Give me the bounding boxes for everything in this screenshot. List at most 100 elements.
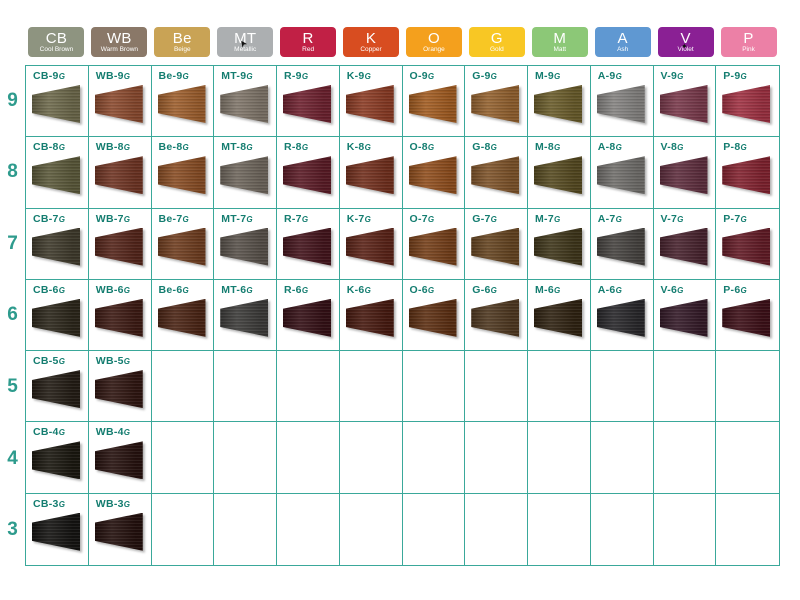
shade-label: WB-9G — [96, 70, 131, 82]
hair-swatch — [94, 85, 143, 123]
shade-suffix: G — [615, 72, 623, 81]
shade-code: V-6 — [660, 283, 678, 296]
shade-label: O-6G — [410, 284, 435, 296]
shade-label: G-8G — [472, 141, 497, 153]
shade-suffix: G — [123, 428, 131, 438]
empty-cell — [339, 351, 403, 423]
shade-label: Be-9G — [159, 70, 190, 82]
family-name: Pink — [742, 45, 755, 53]
family-code: Be — [172, 29, 192, 47]
shade-suffix: G — [182, 143, 189, 153]
hair-swatch — [471, 298, 520, 337]
shade-label: Be-8G — [159, 141, 190, 153]
shade-label: WB-6G — [96, 284, 131, 296]
shade-label: R-7G — [284, 213, 308, 225]
shade-suffix: G — [615, 143, 623, 153]
shade-suffix: G — [58, 285, 66, 295]
family-chip-cb: CB Cool Brown — [28, 27, 85, 57]
swatch-shape — [94, 370, 143, 409]
shade-label: A-6G — [598, 284, 622, 296]
empty-cell — [528, 493, 591, 565]
swatch-shape — [345, 298, 394, 337]
swatch-shape — [659, 156, 708, 195]
shade-code: Be-6 — [158, 283, 183, 296]
shade-label: M-6G — [535, 284, 561, 296]
cell-g-8g: G-8G — [465, 137, 528, 209]
family-name: Red — [302, 45, 315, 53]
shade-suffix: G — [740, 214, 748, 224]
empty-cell — [402, 351, 466, 423]
shade-label: R-9G — [284, 70, 308, 82]
shade-label: G-9G — [472, 70, 497, 82]
swatch-shape — [345, 85, 394, 123]
cell-v-8g: V-8G — [653, 137, 717, 209]
shade-suffix: G — [182, 285, 189, 295]
empty-cell — [716, 351, 779, 423]
shade-suffix: G — [615, 214, 623, 224]
shade-label: G-7G — [472, 213, 497, 225]
shade-suffix: G — [364, 285, 372, 295]
cell-g-6g: G-6G — [465, 279, 528, 352]
shade-code: A-7 — [597, 212, 616, 225]
hair-swatch — [408, 227, 457, 266]
cell-m-7g: M-7G — [528, 208, 591, 280]
swatch-shape — [283, 156, 331, 195]
swatch-shape — [220, 227, 269, 266]
hair-swatch — [157, 156, 206, 195]
hair-swatch — [534, 298, 582, 337]
empty-cell — [402, 422, 466, 494]
swatch-shape — [534, 85, 582, 123]
cell-v-7g: V-7G — [653, 208, 717, 280]
shade-label: P-7G — [723, 213, 747, 225]
swatch-shape — [345, 227, 394, 266]
shade-suffix: G — [123, 72, 131, 81]
shade-label: M-8G — [535, 141, 561, 153]
empty-cell — [339, 422, 403, 494]
swatch-shape — [32, 370, 80, 409]
swatch-shape — [534, 227, 582, 266]
empty-cell — [716, 422, 779, 494]
hair-swatch — [596, 298, 645, 337]
cell-o-7g: O-7G — [402, 208, 466, 280]
hair-swatch — [220, 227, 269, 266]
shade-code: P-8 — [723, 141, 741, 154]
hair-swatch — [534, 156, 582, 195]
swatch-shape — [471, 298, 520, 337]
shade-code: CB-7 — [33, 212, 59, 225]
shade-label: V-9G — [661, 70, 684, 82]
shade-suffix: G — [553, 143, 561, 153]
hair-swatch — [157, 227, 206, 266]
family-name: Beige — [173, 45, 191, 53]
shade-code: V-7 — [660, 212, 678, 225]
hair-swatch — [659, 85, 708, 123]
family-chip-o: O Orange — [405, 27, 462, 57]
cell-m-9g: M-9G — [528, 66, 591, 138]
hair-swatch — [408, 156, 457, 195]
hair-swatch — [345, 156, 394, 195]
shade-label: O-8G — [410, 141, 435, 153]
cell-p-7g: P-7G — [716, 209, 779, 280]
hair-swatch — [94, 156, 143, 195]
shade-suffix: G — [677, 285, 684, 295]
family-chip-g: G Gold — [468, 27, 525, 57]
shade-suffix: G — [490, 285, 498, 295]
family-code: A — [617, 29, 628, 47]
cell-g-9g: G-9G — [465, 66, 528, 138]
shade-label: V-7G — [661, 213, 684, 225]
family-chip-a: A Ash — [594, 27, 651, 57]
swatch-shape — [283, 298, 331, 337]
swatch-shape — [220, 156, 269, 195]
swatch-shape — [596, 156, 645, 195]
shade-suffix: G — [677, 72, 684, 81]
shade-code: CB-4 — [33, 426, 59, 439]
hair-swatch — [94, 227, 143, 266]
cell-mt-8g: MT-8G — [214, 137, 277, 209]
level-number-column: 9 8 7 6 5 4 3 — [0, 65, 25, 566]
hair-swatch — [32, 441, 80, 480]
hair-swatch — [471, 227, 520, 266]
shade-code: K-8 — [346, 141, 365, 154]
shade-label: Be-7G — [159, 213, 190, 225]
family-code: O — [427, 29, 440, 47]
cell-r-9g: R-9G — [277, 66, 340, 138]
family-chip-v: V Violet — [657, 27, 714, 57]
